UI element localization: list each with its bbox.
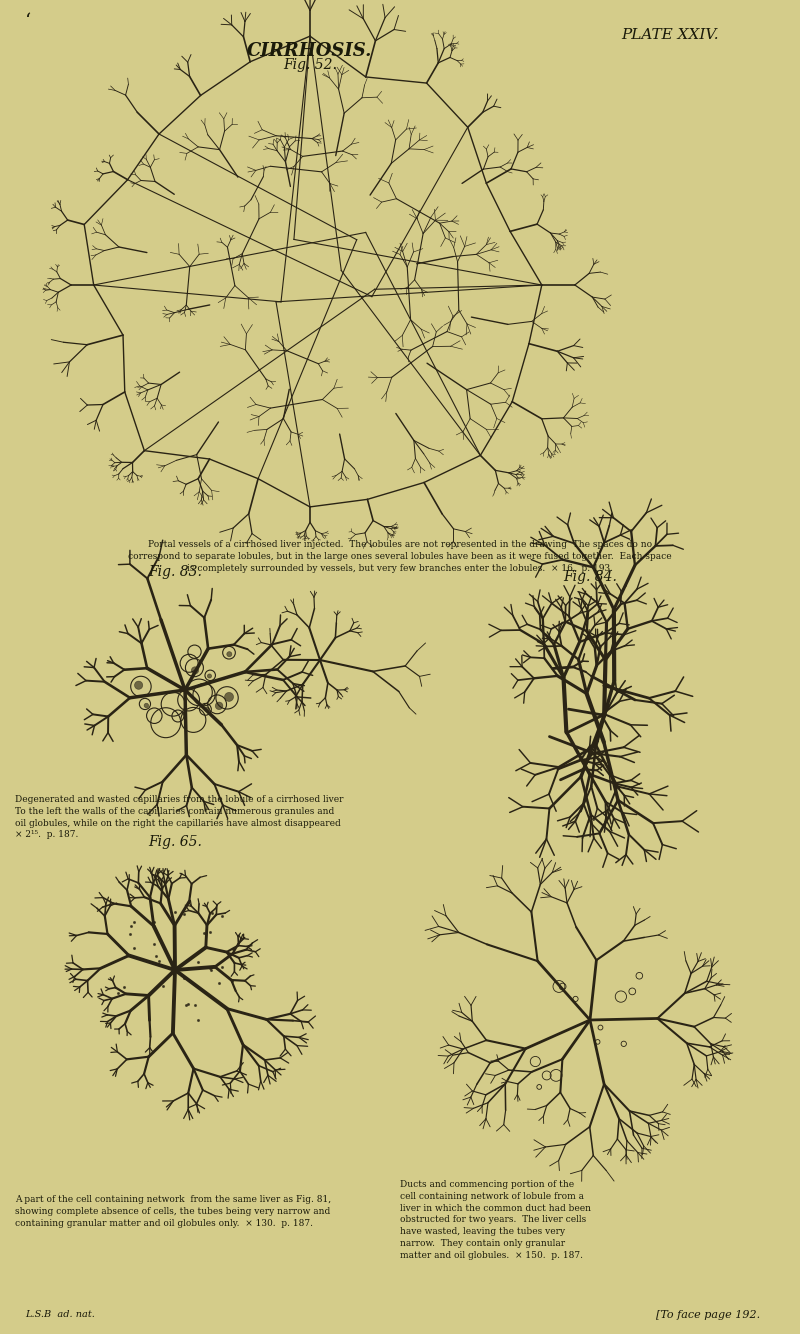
Text: Fig. 52.: Fig. 52.	[283, 57, 337, 72]
Text: Degenerated and wasted capillaries from the lobule of a cirrhosed liver
To the l: Degenerated and wasted capillaries from …	[15, 795, 343, 839]
Text: Ducts and commencing portion of the
cell containing network of lobule from a
liv: Ducts and commencing portion of the cell…	[400, 1181, 591, 1259]
Circle shape	[144, 703, 149, 708]
Circle shape	[215, 702, 223, 710]
Circle shape	[134, 682, 142, 690]
Text: A part of the cell containing network  from the same liver as Fig. 81,
showing c: A part of the cell containing network fr…	[15, 1195, 331, 1227]
Circle shape	[226, 651, 232, 656]
Text: Fig. 83.: Fig. 83.	[148, 566, 202, 579]
Circle shape	[225, 692, 234, 702]
Text: L.S.B  ad. nat.: L.S.B ad. nat.	[25, 1310, 95, 1319]
Text: [To face page 192.: [To face page 192.	[656, 1310, 760, 1321]
Text: PLATE XXIV.: PLATE XXIV.	[621, 28, 719, 41]
Text: Portal vessels of a cirrhosed liver injected.  The lobules are not represented i: Portal vessels of a cirrhosed liver inje…	[128, 540, 672, 572]
Circle shape	[191, 667, 198, 674]
Circle shape	[205, 707, 210, 712]
Circle shape	[207, 674, 211, 678]
Text: CIRRHOSIS.: CIRRHOSIS.	[247, 41, 373, 60]
Text: Fig. 84.: Fig. 84.	[563, 570, 617, 584]
Text: Fig. 65.: Fig. 65.	[148, 835, 202, 848]
Text: ‘: ‘	[25, 12, 31, 29]
